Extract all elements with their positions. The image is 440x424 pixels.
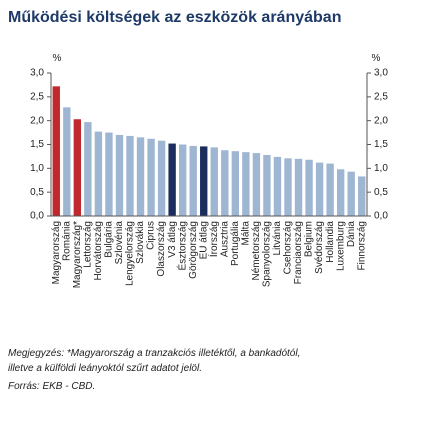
bar: [252, 153, 261, 216]
bar: [178, 144, 187, 216]
y2-tick-label: 1,0: [374, 163, 388, 174]
x-tick-label: Svédország: [314, 221, 325, 274]
x-tick-label: Málta: [241, 221, 252, 246]
x-tick-label: Szlovénia: [114, 221, 125, 265]
bar: [336, 169, 345, 216]
bar: [347, 171, 355, 216]
x-tick-label: Ciprus: [146, 221, 157, 250]
x-tick-label: Görögország: [188, 221, 199, 279]
x-tick-label: Németország: [251, 221, 262, 280]
y-unit-right: %: [372, 53, 381, 64]
x-tick-label: Szlovákia: [135, 221, 146, 264]
bar: [136, 137, 145, 216]
bar: [263, 154, 271, 216]
bar: [189, 145, 197, 216]
x-tick-label: V3 átlag: [167, 221, 178, 258]
x-tick-label: Magyarország*: [72, 221, 83, 288]
x-tick-label: Portugália: [230, 221, 241, 266]
x-tick-label: Észtország: [175, 221, 188, 270]
bar: [157, 140, 166, 216]
x-tick-label: Spanyolország: [262, 221, 273, 287]
bar: [84, 122, 92, 216]
bar: [305, 159, 313, 216]
bar: [63, 107, 71, 216]
bar: [126, 135, 134, 216]
x-tick-label: Magyarország: [51, 221, 62, 284]
bar: [168, 143, 176, 216]
x-tick-label: Finnország: [356, 221, 367, 270]
note-line-1: Megjegyzés: *Magyarország a tranzakciós …: [8, 348, 300, 359]
bar: [221, 150, 229, 216]
bar: [210, 147, 218, 216]
y2-tick-label: 3,0: [374, 68, 388, 79]
x-tick-label: Románia: [61, 221, 72, 261]
chart-title: Működési költségek az eszközök arányában: [8, 9, 341, 26]
y2-tick-label: 0,5: [374, 187, 388, 198]
y-tick-label: 1,0: [30, 163, 44, 174]
x-tick-label: EU átlag: [198, 221, 209, 259]
y-unit-left: %: [53, 53, 62, 64]
y-tick-label: 0,0: [30, 211, 44, 222]
x-tick-label: Hollandia: [325, 221, 336, 263]
bar: [115, 134, 124, 216]
bar: [73, 119, 82, 216]
x-tick-label: Dánia: [346, 221, 357, 248]
y-tick-label: 3,0: [30, 68, 44, 79]
x-tick-label: Franciaország: [293, 221, 304, 284]
y-tick-label: 0,5: [30, 187, 44, 198]
note-line-2: illetve a külföldi leányoktól szűrt adat…: [8, 363, 202, 374]
y-tick-label: 2,5: [30, 91, 44, 102]
x-tick-label: Luxemburg: [335, 221, 346, 271]
bar: [105, 132, 113, 216]
x-tick-label: Írország: [207, 221, 220, 257]
y2-tick-label: 2,0: [374, 115, 388, 126]
x-tick-label: Belgium: [304, 221, 315, 257]
source: Forrás: EKB - CBD.: [8, 381, 95, 392]
bar: [200, 146, 208, 216]
y2-tick-label: 0,0: [374, 211, 388, 222]
y-tick-label: 2,0: [30, 115, 44, 126]
bar: [231, 151, 240, 216]
x-tick-label: Lengyelország: [125, 221, 136, 286]
y2-tick-label: 2,5: [374, 91, 388, 102]
bar: [52, 86, 60, 216]
x-tick-label: Litvánia: [272, 221, 283, 256]
bar: [294, 158, 303, 216]
x-tick-label: Lettország: [83, 221, 94, 268]
y2-tick-label: 1,5: [374, 139, 388, 150]
x-tick-label: Olaszország: [156, 221, 167, 277]
bar: [147, 138, 155, 216]
bar: [273, 156, 282, 216]
bar: [242, 152, 250, 216]
y-tick-label: 1,5: [30, 139, 44, 150]
x-tick-label: Ausztria: [219, 221, 230, 258]
x-tick-label: Horvátország: [93, 221, 104, 280]
bar: [315, 162, 324, 216]
x-tick-label: Bulgária: [104, 221, 115, 258]
x-tick-label: Csehország: [283, 221, 294, 274]
bar: [358, 176, 366, 216]
bar: [284, 158, 292, 216]
bar: [326, 163, 334, 216]
bar: [94, 131, 103, 216]
